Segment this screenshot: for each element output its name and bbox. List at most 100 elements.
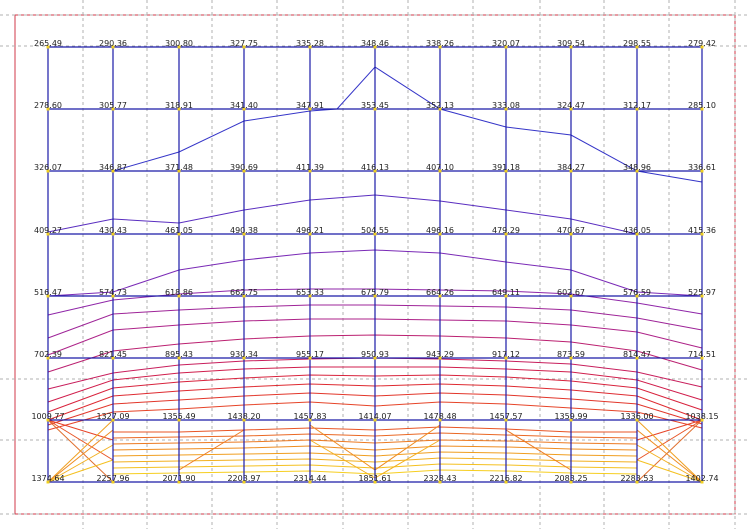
fan-line-15 xyxy=(309,424,376,471)
value-label: 814.47 xyxy=(623,350,651,359)
grid-node xyxy=(569,169,573,173)
grid-node xyxy=(111,45,115,49)
grid-node xyxy=(700,45,704,49)
grid-node xyxy=(177,107,181,111)
value-label: 346.87 xyxy=(99,163,127,172)
grid-node xyxy=(438,107,442,111)
value-label: 702.39 xyxy=(34,350,62,359)
grid-node xyxy=(569,107,573,111)
grid-node xyxy=(242,418,246,422)
value-label: 298.55 xyxy=(623,39,651,48)
value-label: 312.17 xyxy=(623,101,651,110)
value-label: 327.75 xyxy=(230,39,258,48)
value-label: 602.67 xyxy=(557,288,585,297)
grid-node xyxy=(177,356,181,360)
grid-node xyxy=(569,480,573,484)
value-label: 390.69 xyxy=(230,163,258,172)
grid-node xyxy=(46,169,50,173)
value-label: 1851.61 xyxy=(358,474,391,483)
value-label: 318.91 xyxy=(165,101,193,110)
grid-node xyxy=(504,356,508,360)
value-label: 1402.74 xyxy=(685,474,718,483)
grid-node xyxy=(635,356,639,360)
grid-node xyxy=(438,45,442,49)
value-label: 576.59 xyxy=(623,288,651,297)
fan-line-14 xyxy=(636,459,703,483)
value-label: 496.21 xyxy=(296,226,324,235)
value-label: 336.61 xyxy=(688,163,716,172)
grid-node xyxy=(177,480,181,484)
grid-node xyxy=(242,356,246,360)
grid-node xyxy=(242,480,246,484)
fan-line-13 xyxy=(636,444,703,483)
grid-node xyxy=(111,232,115,236)
value-label: 436.05 xyxy=(623,226,651,235)
value-label: 873.59 xyxy=(557,350,585,359)
grid-node xyxy=(46,232,50,236)
grid-node xyxy=(308,107,312,111)
value-label: 371.48 xyxy=(165,163,193,172)
grid-node xyxy=(111,480,115,484)
fan-line-12 xyxy=(636,429,703,483)
grid-node xyxy=(504,107,508,111)
grid-node xyxy=(569,45,573,49)
value-label: 341.40 xyxy=(230,101,258,110)
value-label: 278.60 xyxy=(34,101,62,110)
value-label: 1457.83 xyxy=(293,412,326,421)
value-label: 821.45 xyxy=(99,350,127,359)
value-label: 411.39 xyxy=(296,163,324,172)
value-label: 265.49 xyxy=(34,39,62,48)
grid-node xyxy=(111,356,115,360)
fan-line-5 xyxy=(47,429,114,483)
grid-node xyxy=(308,169,312,173)
value-label: 305.77 xyxy=(99,101,127,110)
value-label: 324.47 xyxy=(557,101,585,110)
grid-node xyxy=(46,294,50,298)
value-label: 516.47 xyxy=(34,288,62,297)
grid-node xyxy=(700,294,704,298)
grid-node xyxy=(438,169,442,173)
grid-nodes xyxy=(46,45,704,484)
fan-line-3 xyxy=(47,419,114,441)
value-label: 2283.53 xyxy=(620,474,653,483)
grid-node xyxy=(177,294,181,298)
value-label: 479.29 xyxy=(492,226,520,235)
grid-node xyxy=(700,480,704,484)
value-label: 300.80 xyxy=(165,39,193,48)
grid-node xyxy=(308,356,312,360)
value-label: 943.29 xyxy=(426,350,454,359)
grid-node xyxy=(111,169,115,173)
value-label: 1359.99 xyxy=(554,412,587,421)
fan-line-4 xyxy=(47,419,114,483)
value-label: 391.18 xyxy=(492,163,520,172)
grid-node xyxy=(569,356,573,360)
grid-node xyxy=(111,418,115,422)
grid-node xyxy=(46,107,50,111)
value-label: 2071.90 xyxy=(162,474,195,483)
grid-node xyxy=(308,418,312,422)
grid-node xyxy=(308,294,312,298)
value-label: 496.16 xyxy=(426,226,454,235)
fan-line-20 xyxy=(505,429,572,471)
value-label: 649.11 xyxy=(492,288,520,297)
value-label: 2314.44 xyxy=(293,474,326,483)
value-label: 326.07 xyxy=(34,163,62,172)
grid-node xyxy=(635,232,639,236)
grid-node xyxy=(242,169,246,173)
grid-node xyxy=(700,107,704,111)
grid-node xyxy=(504,45,508,49)
grid-node xyxy=(242,232,246,236)
grid-node xyxy=(569,294,573,298)
grid-node xyxy=(700,169,704,173)
fan-line-2 xyxy=(47,419,114,461)
value-label: 279.42 xyxy=(688,39,716,48)
value-label: 955.17 xyxy=(296,350,324,359)
grid-node xyxy=(635,107,639,111)
value-label: 1457.57 xyxy=(489,412,522,421)
value-label: 950.93 xyxy=(361,350,389,359)
grid-node xyxy=(177,232,181,236)
grid-node xyxy=(46,45,50,49)
fan-line-9 xyxy=(636,419,703,461)
value-label: 309.54 xyxy=(557,39,585,48)
